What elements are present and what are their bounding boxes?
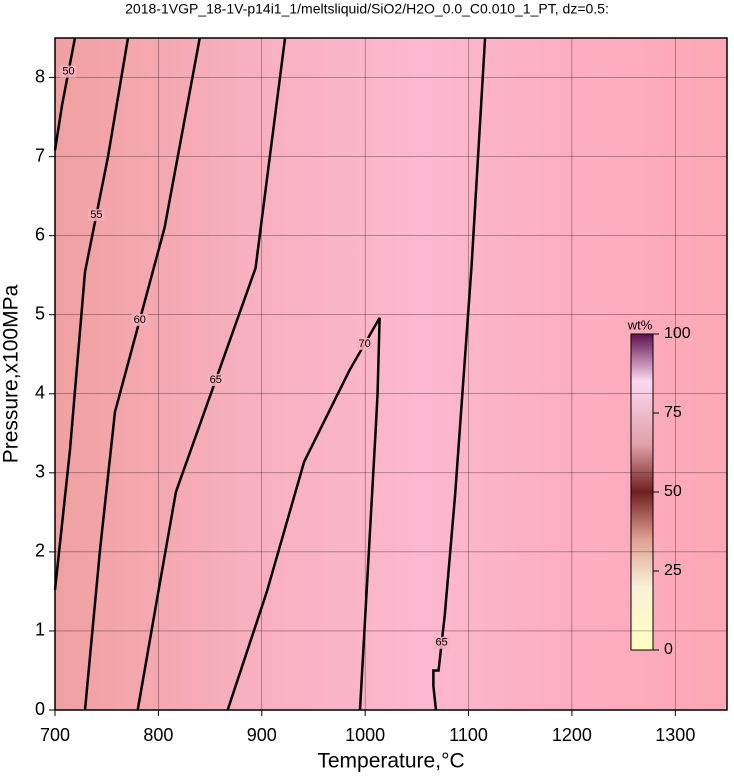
colorbar-tick-label: 100 [664, 325, 691, 342]
y-tick-label: 3 [35, 462, 45, 482]
contour-label-bg [433, 636, 450, 649]
y-axis-label: Pressure,x100MPa [0, 284, 23, 463]
colorbar-tick-label: 75 [664, 404, 682, 421]
contour-label: 55 [90, 209, 102, 221]
y-tick-label: 7 [35, 145, 45, 165]
contour-label-bg [131, 313, 148, 326]
contour-line [136, 37, 287, 711]
y-tick-label: 5 [35, 303, 45, 323]
colorbar-tick-label: 0 [664, 641, 673, 658]
contour-label: 50 [62, 66, 74, 78]
y-tick-label: 8 [35, 66, 45, 86]
x-tick-label: 1300 [655, 725, 695, 745]
y-tick-label: 6 [35, 224, 45, 244]
y-tick-label: 4 [35, 383, 45, 403]
x-tick-label: 1200 [552, 725, 592, 745]
colorbar-label: wt% [627, 317, 653, 332]
contour-label: 60 [134, 314, 146, 326]
plot-background [55, 38, 727, 710]
colorbar-tick-label: 50 [664, 483, 682, 500]
x-tick-label: 700 [40, 725, 70, 745]
plot-frame [54, 37, 728, 711]
contour-label-bg [60, 65, 77, 78]
x-tick-label: 800 [143, 725, 173, 745]
colorbar-tick-label: 25 [664, 562, 682, 579]
contour-line [53, 37, 130, 590]
contour-line [83, 37, 201, 711]
x-tick-label: 1100 [449, 725, 488, 745]
contour-label: 65 [210, 374, 222, 386]
contour-label: 65 [436, 637, 448, 649]
contour-line [53, 37, 77, 151]
y-tick-label: 0 [35, 699, 45, 719]
y-tick-label: 2 [35, 541, 45, 561]
x-tick-label: 900 [247, 725, 277, 745]
x-tick-label: 1000 [345, 725, 385, 745]
y-tick-label: 1 [35, 620, 45, 640]
contour-label-bg [207, 373, 224, 386]
x-axis-label: Temperature,°C [317, 750, 464, 773]
colorbar [630, 333, 654, 651]
contour-label-bg [356, 337, 373, 350]
contour-label-bg [88, 209, 105, 222]
contour-label: 70 [359, 338, 371, 350]
chart-title: 2018-1VGP_18-1V-p14i1_1/meltsliquid/SiO2… [125, 1, 609, 17]
